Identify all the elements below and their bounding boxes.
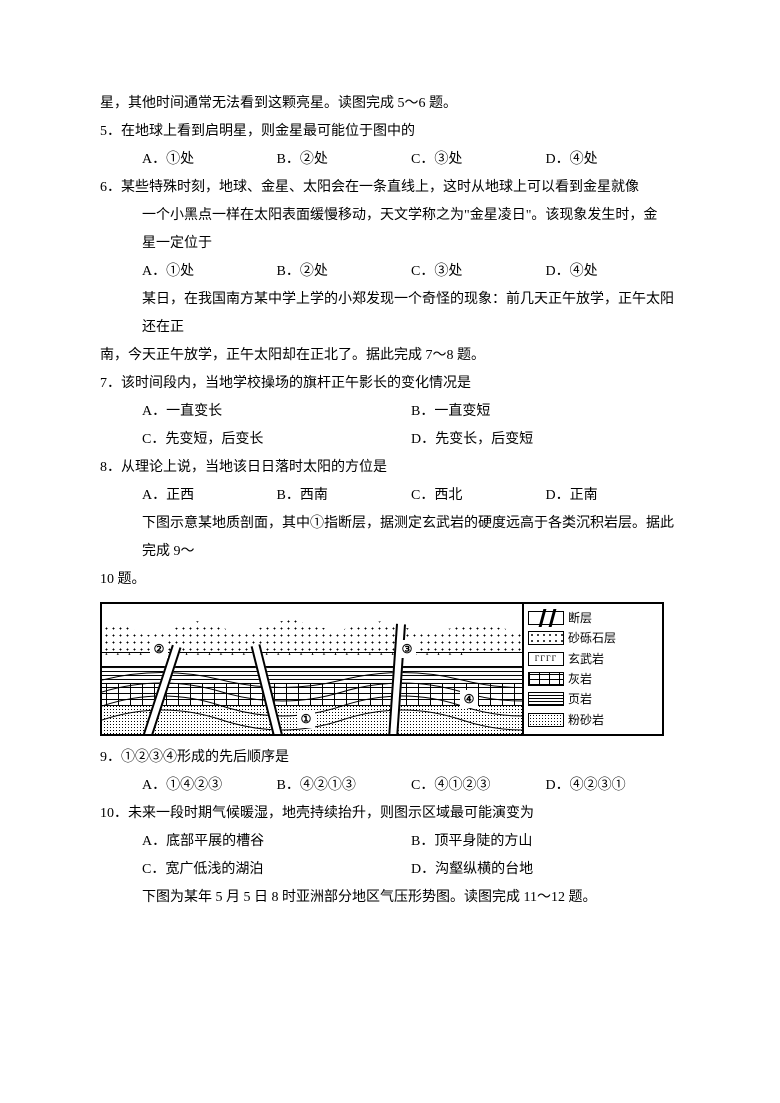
- q10-opt-b: B．顶平身陡的方山: [411, 828, 680, 856]
- q5-opt-a: A．①处: [142, 146, 277, 174]
- legend-gravel-label: 砂砾石层: [568, 631, 616, 645]
- q10-options-row1: A．底部平展的槽谷 B．顶平身陡的方山: [100, 828, 680, 856]
- context-11-12: 下图为某年 5 月 5 日 8 时亚洲部分地区气压形势图。读图完成 11～12 …: [100, 884, 680, 912]
- legend-silt: 粉砂岩: [528, 713, 658, 727]
- label-2: ②: [150, 640, 168, 658]
- q8-opt-c: C．西北: [411, 482, 546, 510]
- label-3: ③: [398, 640, 416, 658]
- gravel-top-erosion: [102, 604, 522, 624]
- q5-opt-c: C．③处: [411, 146, 546, 174]
- swatch-fault: [528, 611, 564, 625]
- swatch-basalt: ΓΓΓΓ: [528, 652, 564, 666]
- legend-fault: 断层: [528, 611, 658, 625]
- q10-opt-a: A．底部平展的槽谷: [142, 828, 411, 856]
- q9-opt-d: D．④②③①: [546, 772, 681, 800]
- q9-opt-b: B．④②①③: [277, 772, 412, 800]
- q7-opt-b: B．一直变短: [411, 398, 680, 426]
- cross-section-diagram: Γ Γ Γ Γ Γ Γ Γ Γ Γ Γ Γ Γ Γ Γ Γ Γ Γ Γ Γ Γ …: [100, 602, 664, 736]
- q6-opt-a: A．①处: [142, 258, 277, 286]
- q7-opt-c: C．先变短，后变长: [142, 426, 411, 454]
- q7-opt-a: A．一直变长: [142, 398, 411, 426]
- q6-opt-d: D．④处: [546, 258, 681, 286]
- context-9-10-l2: 10 题。: [100, 566, 680, 594]
- legend-lime-label: 灰岩: [568, 672, 592, 686]
- swatch-shale: [528, 692, 564, 706]
- q5-opt-d: D．④处: [546, 146, 681, 174]
- swatch-silt: [528, 713, 564, 727]
- q6-stem-1: 6．某些特殊时刻，地球、金星、太阳会在一条直线上，这时从地球上可以看到金星就像: [100, 174, 680, 202]
- q7-options-row2: C．先变短，后变长 D．先变长，后变短: [100, 426, 680, 454]
- q10-opt-c: C．宽广低浅的湖泊: [142, 856, 411, 884]
- intro-trail: 星，其他时间通常无法看到这颗亮星。读图完成 5～6 题。: [100, 90, 680, 118]
- legend: 断层 砂砾石层 ΓΓΓΓ 玄武岩 灰岩 页岩: [522, 604, 662, 734]
- q5-opt-b: B．②处: [277, 146, 412, 174]
- geology-figure: Γ Γ Γ Γ Γ Γ Γ Γ Γ Γ Γ Γ Γ Γ Γ Γ Γ Γ Γ Γ …: [100, 602, 680, 736]
- q6-opt-c: C．③处: [411, 258, 546, 286]
- q6-opt-b: B．②处: [277, 258, 412, 286]
- swatch-gravel: [528, 631, 564, 645]
- context-7-8-l2: 南，今天正午放学，正午太阳却在正北了。据此完成 7～8 题。: [100, 342, 680, 370]
- q9-options: A．①④②③ B．④②①③ C．④①②③ D．④②③①: [100, 772, 680, 800]
- q8-opt-d: D．正南: [546, 482, 681, 510]
- q6-stem-2: 一个小黑点一样在太阳表面缓慢移动，天文学称之为"金星凌日"。该现象发生时，金: [100, 202, 680, 230]
- legend-silt-label: 粉砂岩: [568, 713, 604, 727]
- swatch-lime: [528, 672, 564, 686]
- context-9-10-l1: 下图示意某地质剖面，其中①指断层，据测定玄武岩的硬度远高于各类沉积岩层。据此完成…: [100, 510, 680, 566]
- label-4: ④: [460, 690, 478, 708]
- q6-stem-3: 星一定位于: [100, 230, 680, 258]
- q8-options: A．正西 B．西南 C．西北 D．正南: [100, 482, 680, 510]
- q10-options-row2: C．宽广低浅的湖泊 D．沟壑纵横的台地: [100, 856, 680, 884]
- q9-opt-c: C．④①②③: [411, 772, 546, 800]
- q10-opt-d: D．沟壑纵横的台地: [411, 856, 680, 884]
- legend-fault-label: 断层: [568, 611, 592, 625]
- q9-stem: 9．①②③④形成的先后顺序是: [100, 744, 680, 772]
- q8-opt-a: A．正西: [142, 482, 277, 510]
- q6-options: A．①处 B．②处 C．③处 D．④处: [100, 258, 680, 286]
- label-1: ①: [297, 710, 315, 728]
- cross-section: Γ Γ Γ Γ Γ Γ Γ Γ Γ Γ Γ Γ Γ Γ Γ Γ Γ Γ Γ Γ …: [102, 604, 522, 734]
- legend-gravel: 砂砾石层: [528, 631, 658, 645]
- q8-opt-b: B．西南: [277, 482, 412, 510]
- legend-lime: 灰岩: [528, 672, 658, 686]
- context-7-8-l1: 某日，在我国南方某中学上学的小郑发现一个奇怪的现象：前几天正午放学，正午太阳还在…: [100, 286, 680, 342]
- q5-stem: 5．在地球上看到启明星，则金星最可能位于图中的: [100, 118, 680, 146]
- q8-stem: 8．从理论上说，当地该日日落时太阳的方位是: [100, 454, 680, 482]
- legend-shale-label: 页岩: [568, 692, 592, 706]
- q9-opt-a: A．①④②③: [142, 772, 277, 800]
- q5-options: A．①处 B．②处 C．③处 D．④处: [100, 146, 680, 174]
- legend-shale: 页岩: [528, 692, 658, 706]
- q7-stem: 7．该时间段内，当地学校操场的旗杆正午影长的变化情况是: [100, 370, 680, 398]
- legend-basalt: ΓΓΓΓ 玄武岩: [528, 652, 658, 666]
- q7-options-row1: A．一直变长 B．一直变短: [100, 398, 680, 426]
- exam-page: 星，其他时间通常无法看到这颗亮星。读图完成 5～6 题。 5．在地球上看到启明星…: [0, 0, 780, 1103]
- q10-stem: 10．未来一段时期气候暖湿，地壳持续抬升，则图示区域最可能演变为: [100, 800, 680, 828]
- q7-opt-d: D．先变长，后变短: [411, 426, 680, 454]
- legend-basalt-label: 玄武岩: [568, 652, 604, 666]
